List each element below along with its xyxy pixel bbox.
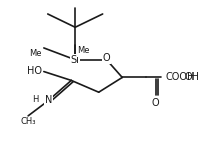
Text: Me: Me [29,49,42,58]
Text: N: N [45,95,52,105]
Text: CH₃: CH₃ [20,117,36,126]
Text: OH: OH [184,72,199,82]
Text: COOH: COOH [165,72,194,82]
Text: HO: HO [27,66,42,76]
Text: Me: Me [77,46,89,55]
Text: H: H [32,95,39,104]
Text: O: O [151,98,159,108]
Text: O: O [102,53,110,63]
Text: Si: Si [70,55,79,65]
